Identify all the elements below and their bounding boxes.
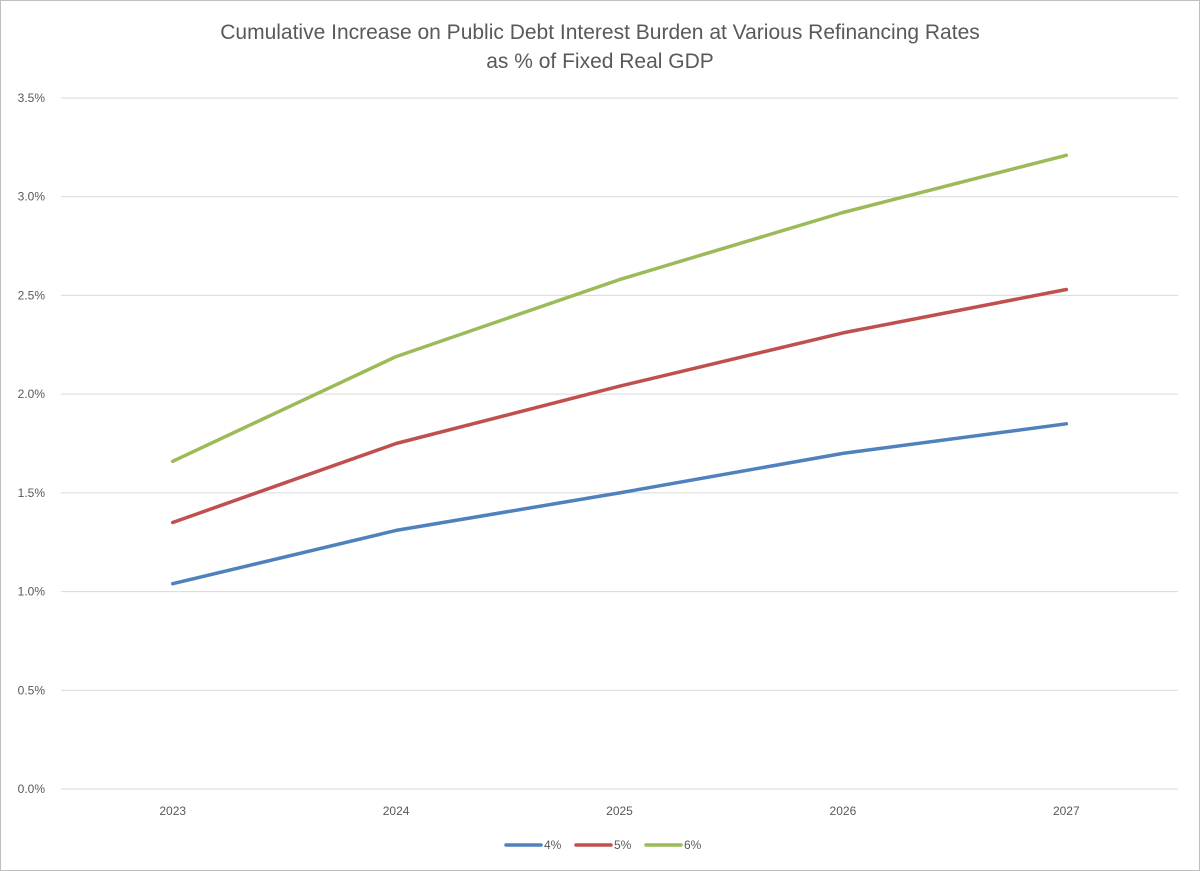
legend-label: 6% — [684, 838, 702, 852]
series-lines — [170, 153, 1069, 586]
series-line-4pct — [170, 422, 1069, 586]
y-tick-label: 2.0% — [18, 387, 46, 401]
chart-title: Cumulative Increase on Public Debt Inter… — [220, 21, 980, 73]
x-tick-label: 2026 — [830, 804, 857, 818]
y-tick-label: 0.5% — [18, 683, 46, 697]
y-tick-label: 3.5% — [18, 91, 46, 105]
x-tick-label: 2023 — [159, 804, 186, 818]
legend: 4% 5% 6% — [504, 838, 702, 852]
x-tick-label: 2024 — [383, 804, 410, 818]
y-axis-tick-labels: 0.0% 0.5% 1.0% 1.5% 2.0% 2.5% 3.0% 3.5% — [18, 91, 46, 796]
chart-title-line-2: as % of Fixed Real GDP — [486, 50, 714, 73]
y-tick-label: 2.5% — [18, 288, 46, 302]
y-tick-label: 1.5% — [18, 486, 46, 500]
x-axis-tick-labels: 2023 2024 2025 2026 2027 — [159, 804, 1080, 818]
series-line-6pct — [170, 153, 1069, 464]
gridlines — [61, 97, 1178, 790]
y-tick-label: 0.0% — [18, 782, 46, 796]
chart-title-line-1: Cumulative Increase on Public Debt Inter… — [220, 21, 980, 44]
y-tick-label: 1.0% — [18, 585, 46, 599]
x-tick-label: 2027 — [1053, 804, 1080, 818]
x-tick-label: 2025 — [606, 804, 633, 818]
legend-label: 4% — [544, 838, 562, 852]
series-line-5pct — [170, 287, 1069, 525]
legend-label: 5% — [614, 838, 632, 852]
y-tick-label: 3.0% — [18, 190, 46, 204]
